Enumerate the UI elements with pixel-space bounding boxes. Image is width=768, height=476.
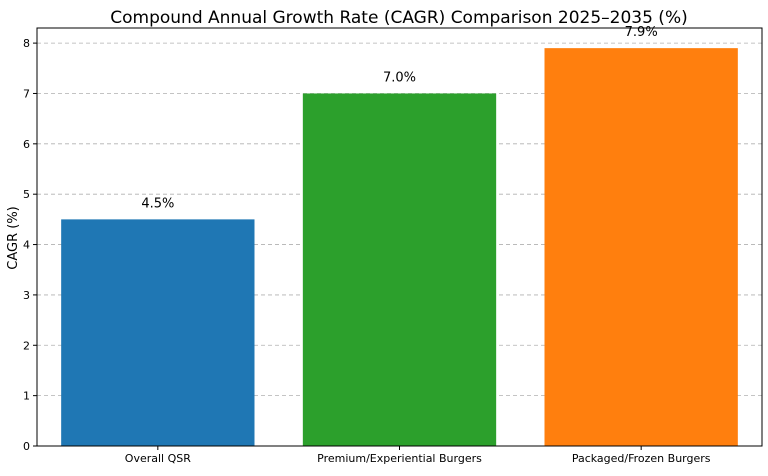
y-tick-label: 1 (23, 390, 30, 403)
y-tick-label: 7 (23, 87, 30, 100)
data-label-1: 4.5% (141, 196, 174, 211)
x-tick-label: Overall QSR (125, 452, 191, 465)
x-tick-label: Premium/Experiential Burgers (317, 452, 482, 465)
y-axis-label: CAGR (%) (6, 206, 21, 269)
y-tick-label: 2 (23, 339, 30, 352)
y-tick-label: 4 (23, 239, 30, 252)
bar-1 (61, 219, 254, 446)
y-tick-label: 8 (23, 37, 30, 50)
chart-title: Compound Annual Growth Rate (CAGR) Compa… (110, 8, 687, 28)
y-tick-label: 6 (23, 138, 30, 151)
data-label-3: 7.9% (625, 25, 658, 40)
y-tick-label: 3 (23, 289, 30, 302)
bar-2 (303, 93, 496, 446)
y-tick-label: 0 (23, 440, 30, 453)
x-tick-label: Packaged/Frozen Burgers (572, 452, 711, 465)
bars (61, 48, 738, 446)
y-tick-label: 5 (23, 188, 30, 201)
bar-3 (545, 48, 738, 446)
data-label-2: 7.0% (383, 70, 416, 85)
